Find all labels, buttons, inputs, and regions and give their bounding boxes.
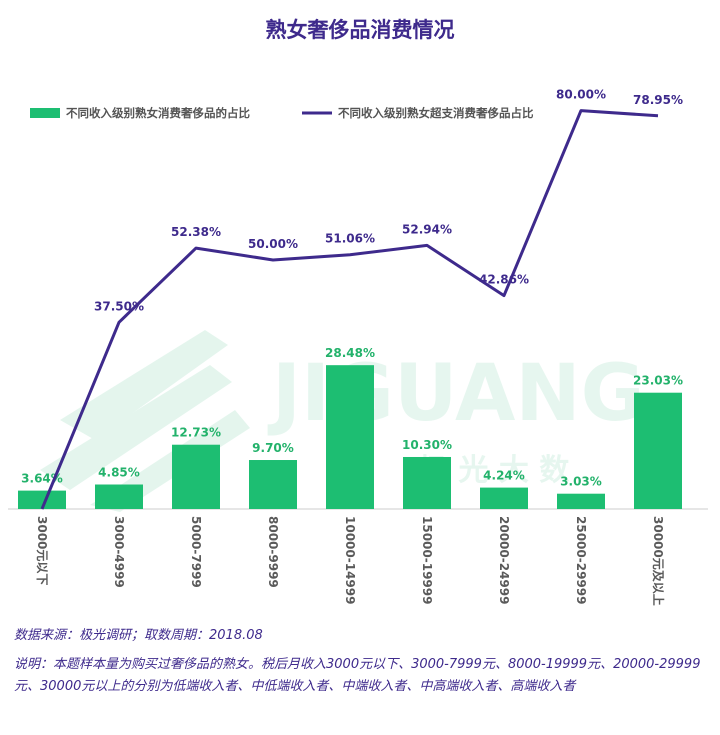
line-value-label-2: 52.38% — [171, 225, 221, 239]
bar-2 — [172, 444, 220, 509]
chart-title: 熟女奢侈品消费情况 — [265, 18, 455, 42]
line-value-label-1: 37.50% — [94, 299, 144, 313]
bar-8 — [634, 392, 682, 509]
line-series — [40, 109, 659, 510]
legend: 不同收入级别熟女消费奢侈品的占比 不同收入级别熟女超支消费奢侈品占比 — [30, 106, 534, 120]
line-value-label-6: 42.86% — [479, 273, 529, 287]
line-value-label-8: 78.95% — [633, 93, 683, 107]
x-tick-label-8: 30000元及以上 — [651, 516, 666, 606]
x-tick-label-2: 5000-7999 — [189, 516, 203, 588]
bar-series — [18, 365, 682, 509]
watermark-brand: JIGUANG — [267, 349, 645, 439]
x-tick-labels: 3000元以下 3000-4999 5000-7999 8000-9999 10000-… — [35, 516, 666, 606]
legend-bar-label: 不同收入级别熟女消费奢侈品的占比 — [66, 106, 250, 120]
legend-bar-swatch — [30, 108, 60, 118]
x-tick-label-3: 8000-9999 — [266, 516, 280, 588]
x-tick-label-5: 15000-19999 — [420, 516, 434, 604]
bar-7 — [557, 493, 605, 509]
x-tick-label-4: 10000-14999 — [343, 516, 357, 604]
bar-value-label-8: 23.03% — [633, 374, 683, 388]
bar-5 — [403, 456, 451, 509]
legend-line-label: 不同收入级别熟女超支消费奢侈品占比 — [338, 106, 534, 120]
bar-0 — [18, 490, 66, 509]
x-tick-label-7: 25000-29999 — [574, 516, 588, 604]
bar-1 — [95, 484, 143, 509]
watermark: JIGUANG 极 光 大 数 — [40, 330, 645, 512]
bar-value-label-5: 10.30% — [402, 438, 452, 452]
bar-6 — [480, 487, 528, 509]
bar-value-label-4: 28.48% — [325, 346, 375, 360]
bar-value-label-2: 12.73% — [171, 426, 221, 440]
bar-4 — [326, 365, 374, 509]
bar-value-label-1: 4.85% — [98, 466, 140, 480]
bar-value-label-3: 9.70% — [252, 441, 294, 455]
bar-3 — [249, 460, 297, 509]
explanation-note: 说明：本题样本量为购买过奢侈品的熟女。税后月收入3000元以下、3000-799… — [14, 657, 701, 694]
bar-value-label-7: 3.03% — [560, 475, 602, 489]
bar-value-label-6: 4.24% — [483, 469, 525, 483]
line-value-label-7: 80.00% — [556, 88, 606, 102]
bar-value-labels: 3.64% 4.85%12.73%9.70%28.48%10.30%4.24% 3.… — [21, 346, 683, 489]
line-value-label-4: 51.06% — [325, 232, 375, 246]
x-tick-label-0: 3000元以下 — [35, 516, 49, 585]
line-value-label-3: 50.00% — [248, 237, 298, 251]
line-value-labels: 37.50% 52.38% 50.00% 51.06% 52.94% 42.86% 80.0… — [94, 88, 683, 314]
data-source-note: 数据来源：极光调研；取数周期：2018.08 — [14, 628, 263, 643]
x-tick-label-6: 20000-24999 — [497, 516, 511, 604]
x-tick-label-1: 3000-4999 — [112, 516, 126, 588]
line-value-label-5: 52.94% — [402, 222, 452, 236]
